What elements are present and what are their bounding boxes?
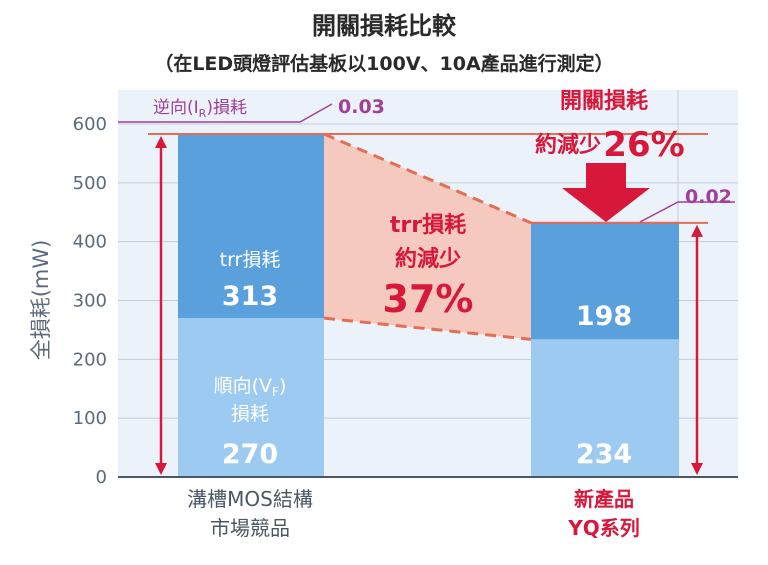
ir-left-leader [118,103,333,123]
category-label-competitor-line1: 溝槽MOS結構 [187,487,313,511]
total-arrow-new-head-top [691,224,703,237]
y-tick-label-200: 200 [73,349,107,370]
vf-loss-series-label-line2: 損耗 [231,403,269,425]
total-arrow-new-head-bottom [691,463,703,475]
total-reduction-line1: 開關損耗 [560,88,648,114]
total-arrow-competitor-head-top [155,136,167,149]
category-label-competitor-line2: 市場競品 [210,516,290,540]
bar-new-trr [531,222,679,340]
bar-label-new-trr: 198 [576,301,632,332]
bar-new-vf [531,339,679,477]
y-tick-label-600: 600 [73,114,107,135]
reduction-down-arrow [562,163,650,222]
trr-loss-series-label: trr損耗 [220,249,281,271]
bar-competitor-trr [178,134,324,319]
trr-reduction-line1: trr損耗 [390,212,466,238]
bar-competitor-vf [178,318,324,477]
ir-right-leader [639,201,735,223]
y-tick-label-100: 100 [73,408,107,429]
chart-title: 開關損耗比較 [312,12,457,40]
trr-reduction-band [324,134,531,340]
total-reduction-pct: 26% [603,125,684,165]
y-tick-label-500: 500 [73,173,107,194]
trr-reduction-line2: 約減少 [395,246,461,272]
y-tick-label-300: 300 [73,291,107,312]
vf-loss-series-label: 順向(VF) [214,375,287,399]
chart-subtitle: （在LED頭燈評估基板以100V、10A產品進行測定） [154,52,613,75]
category-label-new-line2: YQ系列 [567,516,639,540]
total-arrow-competitor-head-bottom [155,463,167,475]
y-axis-label: 全損耗(mW) [29,240,53,361]
trr-reduction-top-dashed-line [323,132,532,225]
ir-right-value: 0.02 [685,186,732,208]
trr-reduction-pct: 37% [383,277,474,321]
bar-label-new-vf: 234 [576,439,632,470]
total-reduction-prefix: 約減少 [535,132,601,158]
category-label-new-line1: 新產品 [574,487,634,511]
ir-loss-label: 逆向(IR)損耗 [153,98,247,120]
ir-left-value: 0.03 [338,96,385,118]
bar-label-competitor-vf: 270 [222,439,278,470]
y-tick-label-0: 0 [96,467,107,488]
y-tick-label-400: 400 [73,232,107,253]
bar-label-competitor-trr: 313 [222,281,278,312]
